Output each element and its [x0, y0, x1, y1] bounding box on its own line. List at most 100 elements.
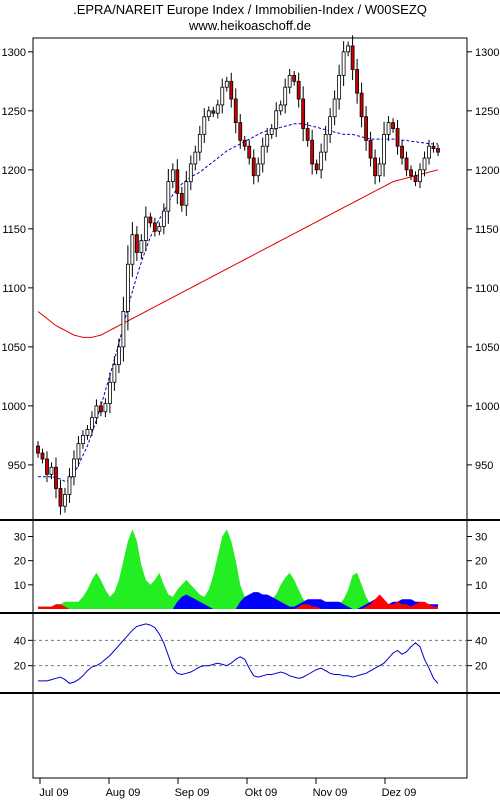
candle-body — [251, 157, 256, 177]
candle-body — [40, 452, 45, 460]
candle-body — [179, 193, 184, 206]
candle-body — [58, 488, 63, 507]
candle-body — [85, 429, 90, 436]
candle-body — [148, 216, 153, 224]
candle-body — [139, 240, 144, 253]
price-tick-label-right: 1100 — [475, 283, 499, 295]
candle-body — [125, 263, 130, 312]
candle-body — [54, 466, 58, 489]
adx-y-axis: 10 10 20 20 30 30 — [14, 532, 488, 592]
candle-body — [238, 122, 243, 141]
rsi-tick-label-right: 20 — [475, 661, 487, 673]
candle-body — [395, 128, 400, 147]
candle-body — [337, 75, 342, 100]
candle-body — [341, 51, 346, 76]
price-tick-label-left: 950 — [8, 460, 26, 472]
candle-body — [391, 122, 395, 129]
rsi-tick-label-right: 40 — [475, 635, 487, 647]
candle-body — [36, 445, 40, 454]
candle-body — [373, 157, 377, 177]
price-tick-label-right: 1050 — [475, 342, 499, 354]
candle-body — [310, 139, 315, 165]
candle-body — [233, 98, 238, 124]
candle-body — [269, 128, 274, 135]
adx-tick-label-left: 30 — [14, 532, 26, 544]
price-tick-label-right: 1200 — [475, 165, 499, 177]
candle-body — [112, 364, 117, 383]
candle-body — [45, 458, 49, 475]
candle-body — [184, 181, 189, 206]
x-tick-label: Dez 09 — [382, 787, 417, 799]
candle-body — [314, 163, 319, 171]
candle-body — [130, 234, 135, 265]
candle-body — [81, 434, 85, 445]
candle-body — [229, 80, 234, 100]
candle-body — [108, 381, 112, 404]
price-tick-label-right: 1000 — [475, 401, 499, 413]
rsi-tick-label-left: 40 — [14, 635, 26, 647]
price-tick-label-right: 1150 — [475, 224, 499, 236]
candle-body — [170, 169, 175, 183]
adx-tick-label-right: 30 — [475, 532, 487, 544]
candle-body — [143, 216, 148, 242]
candle-body — [332, 98, 337, 118]
x-tick-label: Aug 09 — [106, 787, 141, 799]
candle-body — [413, 175, 418, 183]
adx-areas — [38, 529, 438, 609]
adx-area-series-2 — [38, 594, 438, 609]
candle-body — [274, 110, 279, 129]
candle-body — [404, 157, 409, 171]
candle-body — [256, 163, 261, 177]
long-ma-line — [37, 169, 439, 338]
candle-body — [328, 116, 333, 135]
x-tick-label: Sep 09 — [175, 787, 210, 799]
candle-body — [296, 80, 301, 100]
candle-body — [260, 145, 265, 165]
candle-body — [368, 139, 373, 159]
candle-body — [193, 151, 198, 165]
price-tick-label-left: 1300 — [2, 47, 26, 59]
price-tick-label-right: 1250 — [475, 106, 499, 118]
adx-tick-label-right: 10 — [475, 580, 487, 592]
candle-body — [364, 116, 368, 141]
candle-body — [377, 163, 382, 177]
candle-body — [247, 145, 252, 159]
candle-body — [283, 86, 288, 106]
candle-body — [431, 145, 436, 149]
candle-body — [346, 45, 351, 53]
x-tick-label: Nov 09 — [313, 787, 348, 799]
candle-body — [157, 226, 162, 232]
candle-body — [418, 169, 422, 183]
candle-body — [386, 122, 391, 135]
price-tick-label-left: 1050 — [2, 342, 26, 354]
candle-body — [224, 80, 229, 88]
candle-body — [116, 346, 121, 365]
candle-body — [400, 145, 404, 159]
candle-body — [94, 405, 99, 419]
candle-body — [121, 311, 126, 348]
candle-body — [292, 75, 297, 82]
price-candles — [36, 35, 440, 515]
rsi-polyline — [38, 623, 439, 684]
candle-body — [422, 157, 427, 171]
candle-body — [265, 134, 270, 147]
candle-body — [355, 69, 360, 94]
candle-body — [76, 443, 81, 460]
adx-area-series-0 — [38, 529, 438, 609]
x-tick-label: Okt 09 — [245, 787, 277, 799]
candle-body — [49, 466, 54, 475]
price-tick-label-left: 1200 — [2, 165, 26, 177]
price-tick-label-right: 950 — [475, 460, 493, 472]
candle-body — [409, 169, 413, 177]
candle-body — [206, 110, 211, 118]
candle-body — [278, 104, 283, 112]
rsi-tick-label-left: 20 — [14, 661, 26, 673]
candle-body — [323, 134, 328, 153]
candle-body — [220, 86, 225, 106]
candle-body — [350, 45, 355, 70]
candle-body — [175, 169, 180, 194]
price-tick-label-left: 1250 — [2, 106, 26, 118]
candle-body — [166, 181, 171, 212]
rsi-line — [33, 623, 467, 684]
adx-tick-label-left: 10 — [14, 580, 26, 592]
